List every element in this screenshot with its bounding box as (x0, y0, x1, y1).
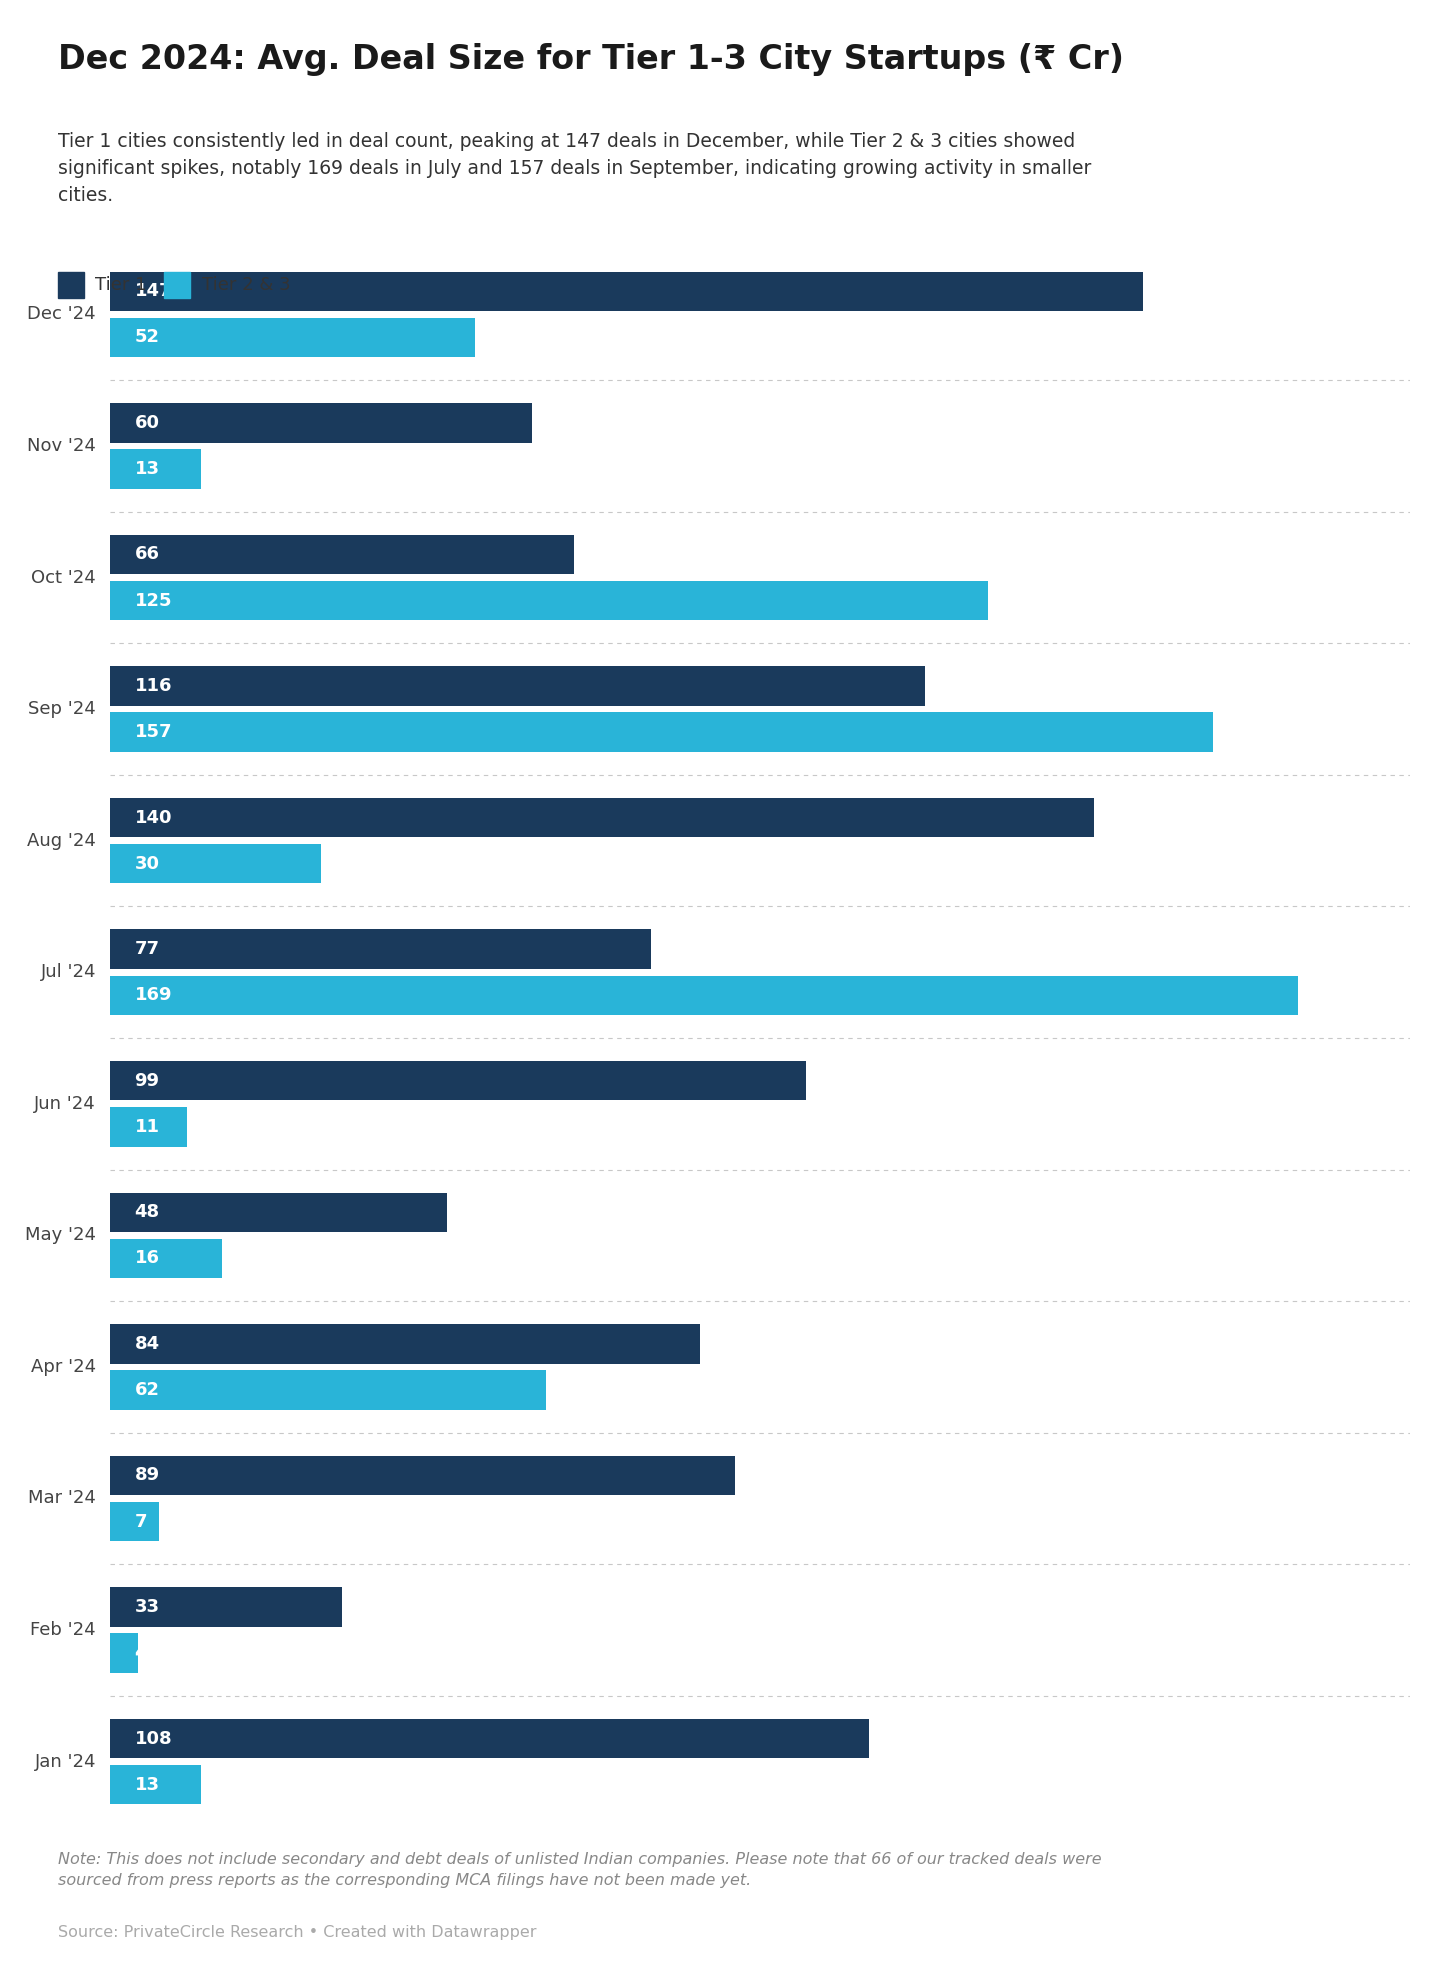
Text: 140: 140 (134, 809, 173, 827)
Bar (109, 1634, 138, 1673)
Text: 7: 7 (134, 1512, 147, 1530)
Bar (109, 271, 1143, 310)
Bar (109, 1061, 805, 1100)
Bar (109, 450, 202, 489)
Text: 108: 108 (134, 1730, 173, 1748)
Text: Note: This does not include secondary and debt deals of unlisted Indian companie: Note: This does not include secondary an… (58, 1852, 1102, 1887)
Bar (109, 1324, 700, 1363)
Text: Source: PrivateCircle Research • Created with Datawrapper: Source: PrivateCircle Research • Created… (58, 1925, 536, 1940)
Text: 157: 157 (134, 723, 173, 740)
Text: 4: 4 (134, 1644, 147, 1662)
Bar (109, 1587, 341, 1626)
Bar (109, 1371, 546, 1410)
Bar (109, 845, 321, 884)
Text: 33: 33 (134, 1599, 160, 1616)
Text: 169: 169 (134, 986, 173, 1004)
Text: 147: 147 (134, 283, 173, 300)
Text: 125: 125 (134, 591, 173, 609)
Bar (109, 403, 531, 442)
Text: 60: 60 (134, 414, 160, 432)
Text: 77: 77 (134, 941, 160, 958)
Bar (109, 797, 1094, 837)
Text: 13: 13 (134, 1775, 160, 1793)
Bar (109, 1192, 448, 1231)
Bar (109, 929, 651, 968)
Bar (109, 581, 988, 621)
Text: 16: 16 (134, 1249, 160, 1267)
Text: 62: 62 (134, 1381, 160, 1398)
Bar (109, 534, 573, 573)
Text: 66: 66 (134, 546, 160, 564)
Bar (109, 1108, 187, 1147)
Bar (109, 1502, 160, 1542)
Bar (109, 1718, 868, 1758)
Text: 30: 30 (134, 854, 160, 872)
Text: 48: 48 (134, 1204, 160, 1222)
Text: Tier 1 cities consistently led in deal count, peaking at 147 deals in December, : Tier 1 cities consistently led in deal c… (58, 132, 1092, 204)
Bar (109, 318, 475, 357)
Bar (109, 666, 924, 705)
Bar (109, 1455, 736, 1495)
Text: 84: 84 (134, 1336, 160, 1353)
Bar (109, 976, 1297, 1015)
Bar (109, 713, 1214, 752)
Text: Tier 1: Tier 1 (95, 275, 147, 295)
Text: 13: 13 (134, 460, 160, 477)
Text: 11: 11 (134, 1118, 160, 1135)
Bar (109, 1239, 222, 1279)
Text: Tier 2 & 3: Tier 2 & 3 (202, 275, 291, 295)
Text: 116: 116 (134, 678, 173, 695)
Text: 89: 89 (134, 1467, 160, 1485)
Text: 99: 99 (134, 1072, 160, 1090)
Bar (109, 1766, 202, 1805)
Text: Dec 2024: Avg. Deal Size for Tier 1-3 City Startups (₹ Cr): Dec 2024: Avg. Deal Size for Tier 1-3 Ci… (58, 43, 1123, 77)
Text: 52: 52 (134, 328, 160, 346)
